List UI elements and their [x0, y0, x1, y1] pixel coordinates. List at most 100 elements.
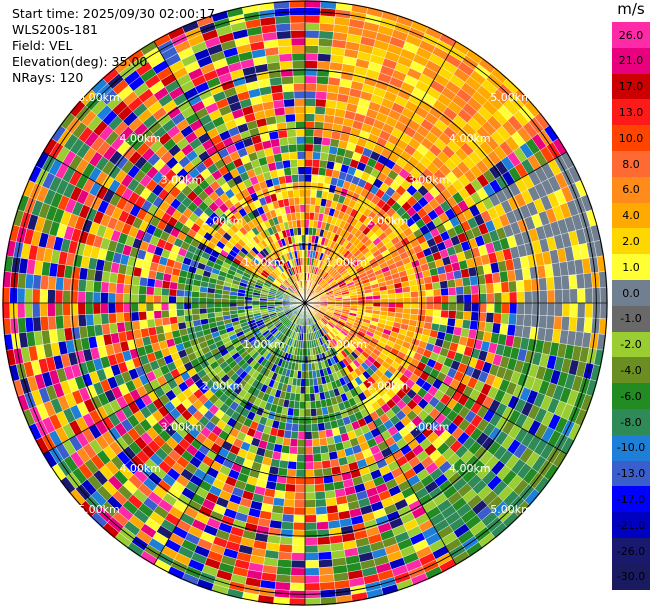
- velocity-gate: [297, 234, 303, 243]
- velocity-gate: [297, 431, 306, 440]
- velocity-gate: [314, 113, 325, 123]
- velocity-gate: [294, 499, 306, 508]
- velocity-gate: [304, 529, 318, 539]
- velocity-gate: [447, 310, 457, 320]
- velocity-gate: [410, 308, 419, 316]
- velocity-gate: [365, 299, 374, 304]
- velocity-gate: [290, 37, 306, 46]
- velocity-gate: [538, 315, 548, 329]
- velocity-gate: [300, 370, 306, 379]
- velocity-gate: [160, 302, 170, 311]
- range-ring-label: 3.00km: [161, 421, 203, 434]
- velocity-gate: [47, 289, 56, 304]
- velocity-gate: [115, 283, 125, 294]
- velocity-gate: [304, 514, 317, 523]
- velocity-gate: [293, 514, 306, 523]
- velocity-gate: [410, 296, 419, 304]
- velocity-gate: [299, 196, 306, 205]
- velocity-gate: [290, 430, 299, 440]
- velocity-gate: [530, 278, 540, 292]
- velocity-gate: [304, 52, 319, 62]
- velocity-gate: [304, 522, 318, 531]
- velocity-gate: [304, 469, 315, 478]
- velocity-gate: [191, 308, 200, 316]
- start-time-text: Start time: 2025/09/30 02:00:17: [12, 6, 216, 21]
- velocity-gate: [545, 276, 555, 291]
- velocity-gate: [508, 313, 517, 326]
- velocity-gate: [357, 299, 366, 304]
- velocity-gate: [130, 302, 139, 313]
- velocity-gate: [304, 234, 309, 243]
- velocity-gate: [324, 428, 334, 438]
- velocity-gate: [410, 290, 419, 298]
- velocity-gate: [146, 277, 156, 288]
- velocity-gate: [70, 314, 80, 328]
- velocity-gate: [387, 293, 396, 299]
- velocity-gate: [32, 274, 42, 290]
- velocity-gate: [310, 181, 318, 191]
- velocity-gate: [311, 438, 321, 447]
- velocity-gate: [293, 400, 301, 410]
- velocity-gate: [439, 280, 449, 289]
- velocity-gate: [304, 544, 319, 554]
- velocity-gate: [584, 302, 594, 319]
- velocity-gate: [304, 22, 320, 31]
- velocity-gate: [298, 189, 306, 198]
- velocity-gate: [315, 506, 328, 515]
- velocity-gate: [290, 567, 306, 576]
- velocity-gate: [461, 276, 471, 287]
- velocity-gate: [310, 415, 318, 425]
- velocity-gate: [282, 437, 291, 447]
- velocity-gate: [168, 302, 177, 311]
- range-ring-label: 4.00km: [449, 132, 491, 145]
- velocity-sectors: [1, 0, 609, 607]
- velocity-gate: [293, 83, 306, 92]
- velocity-gate: [312, 151, 322, 161]
- velocity-gate: [24, 273, 34, 289]
- velocity-gate: [176, 309, 185, 317]
- velocity-gate: [471, 302, 480, 313]
- velocity-gate: [304, 227, 310, 236]
- velocity-gate: [296, 219, 302, 228]
- velocity-gate: [176, 296, 185, 304]
- velocity-gate: [161, 287, 170, 297]
- velocity-gate: [456, 294, 465, 304]
- velocity-gate: [236, 302, 245, 307]
- velocity-gate: [290, 22, 306, 31]
- velocity-gate: [456, 302, 465, 312]
- velocity-gate: [309, 400, 317, 410]
- velocity-gate: [546, 289, 556, 304]
- range-ring-label: 1.00km: [325, 256, 367, 269]
- velocity-gate: [288, 197, 295, 206]
- velocity-gate: [287, 461, 297, 470]
- velocity-gate: [304, 454, 314, 463]
- velocity-gate: [538, 277, 548, 291]
- velocity-gate: [388, 302, 397, 308]
- velocity-gate: [310, 189, 318, 198]
- velocity-gate: [169, 281, 179, 290]
- velocity-gate: [318, 429, 327, 439]
- velocity-gate: [304, 105, 316, 115]
- velocity-gate: [304, 98, 316, 107]
- velocity-gate: [277, 551, 293, 561]
- velocity-gate: [485, 312, 495, 323]
- velocity-gate: [546, 302, 556, 317]
- velocity-gate: [304, 363, 309, 372]
- velocity-gate: [131, 320, 141, 331]
- velocity-gate: [403, 297, 412, 304]
- velocity-gate: [304, 113, 316, 122]
- velocity-gate: [319, 15, 336, 25]
- velocity-gate: [292, 537, 306, 546]
- velocity-gate: [93, 280, 102, 293]
- velocity-gate: [145, 294, 154, 304]
- colorbar-cell: 21.0: [612, 47, 650, 75]
- velocity-gate: [300, 219, 306, 228]
- velocity-gate: [304, 507, 317, 516]
- velocity-gate: [539, 302, 548, 316]
- velocity-gate: [395, 302, 404, 309]
- velocity-gate: [304, 143, 314, 152]
- range-ring-label: 1.00km: [243, 338, 285, 351]
- velocity-gate: [309, 196, 317, 206]
- velocity-gate: [523, 314, 533, 327]
- velocity-gate: [17, 272, 27, 289]
